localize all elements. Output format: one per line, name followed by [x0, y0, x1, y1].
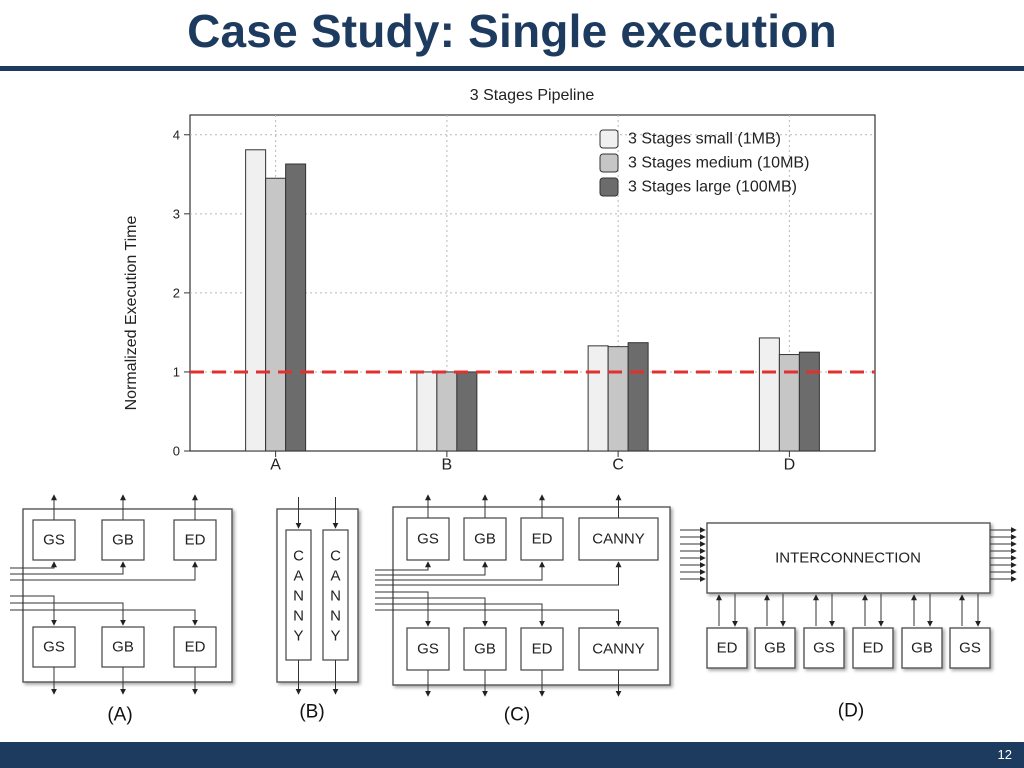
x-tick-label: B: [442, 457, 453, 474]
canny-letter: N: [293, 588, 304, 605]
diagram-a-top-unit: ED: [173, 519, 217, 561]
x-tick-label: A: [270, 457, 281, 474]
diagram-a-bottom-unit: ED: [173, 626, 217, 668]
diagram-a-bottom-unit: GS: [32, 626, 76, 668]
interconnection-label: INTERCONNECTION: [775, 550, 921, 567]
unit-label: GB: [764, 640, 786, 657]
legend-label: 3 Stages large (100MB): [628, 179, 797, 196]
bar: [285, 163, 307, 452]
x-tick-label: C: [612, 457, 624, 474]
unit-label: GS: [417, 641, 439, 658]
diagram-c: GS GB ED CANNY GS GB ED CANNY (C): [375, 494, 671, 726]
plot-area: 0 1 2 3 4 A B C D: [173, 114, 876, 474]
title-divider: [0, 66, 1024, 71]
unit-label: ED: [185, 639, 206, 656]
canny-letter: Y: [293, 628, 303, 645]
y-tick-label: 1: [173, 364, 180, 379]
legend-label: 3 Stages medium (10MB): [628, 155, 809, 172]
diagram-a-caption: (A): [107, 705, 132, 726]
unit-label: ED: [863, 640, 884, 657]
y-tick-label: 3: [173, 206, 180, 221]
diagram-c-top-unit: GB: [463, 517, 507, 561]
canny-letter: N: [330, 608, 341, 625]
unit-label: GS: [417, 531, 439, 548]
y-axis-label: Normalized Execution Time: [123, 216, 140, 411]
x-tick-label: D: [784, 457, 796, 474]
diagram-b-caption: (B): [299, 702, 324, 723]
unit-label: GB: [474, 641, 496, 658]
unit-label: ED: [532, 641, 553, 658]
diagram-c-bottom-unit: ED: [520, 627, 564, 671]
diagram-a-top-unit: GB: [101, 519, 145, 561]
canny-letter: N: [293, 608, 304, 625]
unit-label: CANNY: [592, 531, 645, 548]
canny-letter: Y: [330, 628, 340, 645]
bar: [627, 342, 649, 452]
y-tick-label: 4: [173, 127, 180, 142]
canny-letter: N: [330, 588, 341, 605]
diagram-d-unit: GB: [754, 627, 796, 669]
diagram-d-unit: GS: [803, 627, 845, 669]
unit-label: GB: [474, 531, 496, 548]
diagram-a: GS GB ED GS GB ED (A): [10, 494, 233, 726]
diagram-d-unit: GS: [949, 627, 991, 669]
legend-swatch: [599, 129, 619, 149]
canny-letter: C: [293, 548, 304, 565]
diagram-c-top-unit: GS: [406, 517, 450, 561]
diagram-c-caption: (C): [504, 705, 530, 726]
unit-label: ED: [185, 532, 206, 549]
unit-label: GS: [43, 639, 65, 656]
unit-label: ED: [717, 640, 738, 657]
interconnection-block: [706, 522, 991, 594]
chart-legend: 3 Stages small (1MB) 3 Stages medium (10M…: [599, 129, 809, 197]
diagram-b: C A N N Y C A N N Y (B): [276, 497, 359, 723]
diagram-c-top-unit: ED: [520, 517, 564, 561]
diagram-a-bottom-unit: GB: [101, 626, 145, 668]
diagram-d-unit: ED: [852, 627, 894, 669]
chart-title: 3 Stages Pipeline: [470, 87, 595, 104]
legend-swatch: [599, 153, 619, 173]
canny-letter: A: [293, 568, 303, 585]
canny-letter: A: [330, 568, 340, 585]
unit-label: GB: [911, 640, 933, 657]
unit-label: CANNY: [592, 641, 645, 658]
unit-label: GS: [813, 640, 835, 657]
diagram-c-bottom-unit: CANNY: [578, 627, 659, 671]
canny-letter: C: [330, 548, 341, 565]
y-tick-label: 0: [173, 444, 180, 459]
diagram-c-bottom-unit: GB: [463, 627, 507, 671]
unit-label: GS: [43, 532, 65, 549]
legend-label: 3 Stages small (1MB): [628, 131, 781, 148]
bar: [798, 351, 820, 452]
footer-bar: 12: [0, 742, 1024, 768]
diagram-d-unit: ED: [706, 627, 748, 669]
diagram-c-bottom-unit: GS: [406, 627, 450, 671]
diagram-d: INTERCONNECTION ED GB GS ED GB GS (D): [680, 522, 1017, 722]
slide-title: Case Study: Single execution: [187, 5, 837, 57]
unit-label: GB: [112, 639, 134, 656]
unit-label: ED: [532, 531, 553, 548]
diagram-c-top-unit: CANNY: [578, 517, 659, 561]
unit-label: GB: [112, 532, 134, 549]
unit-label: GS: [959, 640, 981, 657]
diagram-d-unit: GB: [901, 627, 943, 669]
diagram-a-top-unit: GS: [32, 519, 76, 561]
bar-chart: 3 Stages Pipeline 0 1 2 3 4 A B C D Normalized E…: [123, 87, 876, 474]
legend-swatch: [599, 177, 619, 197]
y-tick-label: 2: [173, 285, 180, 300]
page-number: 12: [997, 747, 1012, 762]
diagram-d-caption: (D): [838, 701, 864, 722]
